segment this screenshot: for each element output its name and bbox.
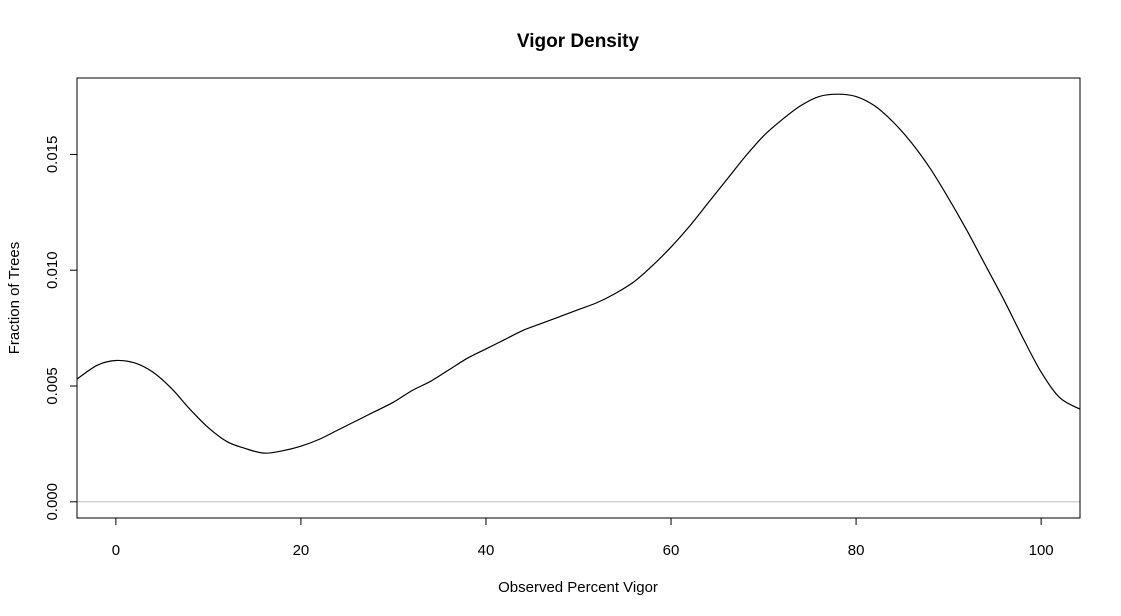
y-tick-label: 0.005 bbox=[44, 367, 61, 405]
x-axis-label: Observed Percent Vigor bbox=[498, 579, 658, 596]
series-layer bbox=[76, 93, 1081, 454]
plot-frame bbox=[76, 77, 1081, 519]
y-tick-label: 0.000 bbox=[44, 483, 61, 521]
y-axis: 0.000 0.005 0.010 0.015 bbox=[44, 136, 78, 521]
y-tick-label: 0.015 bbox=[44, 136, 61, 174]
x-tick-label: 20 bbox=[293, 542, 310, 559]
chart-title: Vigor Density bbox=[517, 31, 640, 52]
y-axis-label: Fraction of Trees bbox=[6, 242, 23, 355]
x-tick-label: 100 bbox=[1029, 542, 1054, 559]
density-curve-0 bbox=[76, 93, 1081, 454]
x-tick-label: 60 bbox=[663, 542, 680, 559]
y-tick-label: 0.010 bbox=[44, 251, 61, 289]
x-tick-label: 80 bbox=[848, 542, 865, 559]
x-tick-label: 0 bbox=[112, 542, 120, 559]
x-axis: 0 20 40 60 80 100 bbox=[112, 517, 1054, 559]
x-tick-label: 40 bbox=[478, 542, 495, 559]
